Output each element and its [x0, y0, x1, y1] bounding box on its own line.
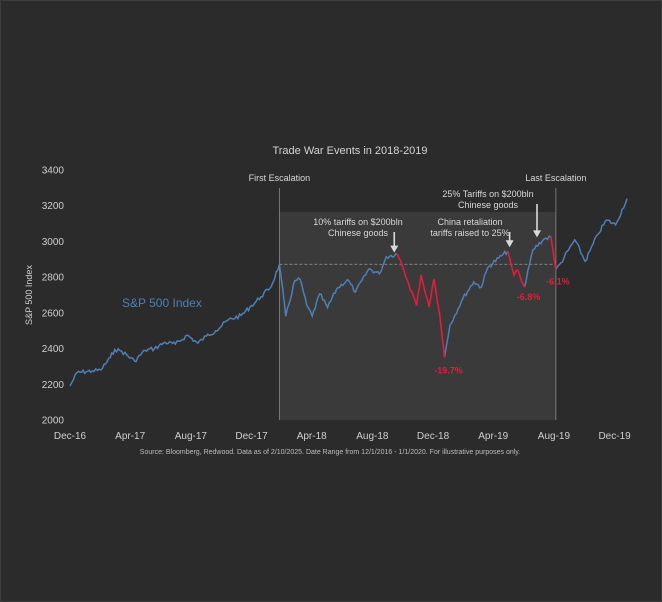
event-annotation: 10% tariffs on $200bln [313, 217, 402, 227]
event-annotation: tariffs raised to 25% [430, 228, 509, 238]
source-note: Source: Bloomberg, Redwood. Data as of 2… [140, 449, 520, 456]
x-tick-label: Dec-17 [235, 431, 268, 442]
drawdown-line [550, 236, 557, 270]
y-tick-label: 2000 [42, 416, 65, 427]
event-arrowhead [505, 240, 514, 248]
event-label: First Escalation [249, 173, 311, 183]
x-tick-label: Aug-19 [538, 431, 571, 442]
y-tick-label: 2800 [42, 273, 65, 284]
sp500-line [523, 235, 552, 288]
event-annotation: Chinese goods [328, 228, 389, 238]
event-arrowhead [390, 245, 399, 253]
x-tick-label: Dec-19 [598, 431, 631, 442]
event-arrowhead [532, 230, 541, 238]
y-tick-label: 2400 [42, 344, 65, 355]
x-tick-label: Dec-16 [54, 431, 87, 442]
drawdown-label: -19.7% [434, 365, 463, 375]
event-annotation: China retaliation [437, 217, 502, 227]
sp500-line [555, 198, 628, 270]
x-tick-label: Apr-18 [297, 431, 327, 442]
drawdown-label: -6.8% [517, 292, 541, 302]
sp500-line [69, 253, 398, 387]
x-tick-label: Apr-19 [478, 431, 508, 442]
y-axis-label: S&P 500 Index [24, 265, 34, 325]
x-tick-label: Aug-17 [175, 431, 208, 442]
y-tick-label: 3200 [42, 201, 65, 212]
chart-title: Trade War Events in 2018-2019 [272, 145, 427, 157]
x-tick-label: Apr-17 [115, 431, 145, 442]
event-annotation: Chinese goods [458, 200, 519, 210]
y-tick-label: 2600 [42, 308, 65, 319]
sp500-line [443, 250, 509, 358]
series-label: S&P 500 Index [122, 296, 202, 310]
event-period-shade [279, 212, 556, 420]
x-tick-label: Dec-18 [417, 431, 450, 442]
drawdown-line [396, 253, 446, 358]
y-tick-label: 3000 [42, 237, 65, 248]
event-annotation: 25% Tariffs on $200bln [442, 189, 533, 199]
drawdown-line [506, 251, 526, 288]
y-tick-label: 3400 [42, 166, 65, 177]
event-label: Last Escalation [525, 173, 586, 183]
y-tick-label: 2200 [42, 380, 65, 391]
x-tick-label: Aug-18 [356, 431, 389, 442]
drawdown-label: -6.1% [546, 276, 570, 286]
